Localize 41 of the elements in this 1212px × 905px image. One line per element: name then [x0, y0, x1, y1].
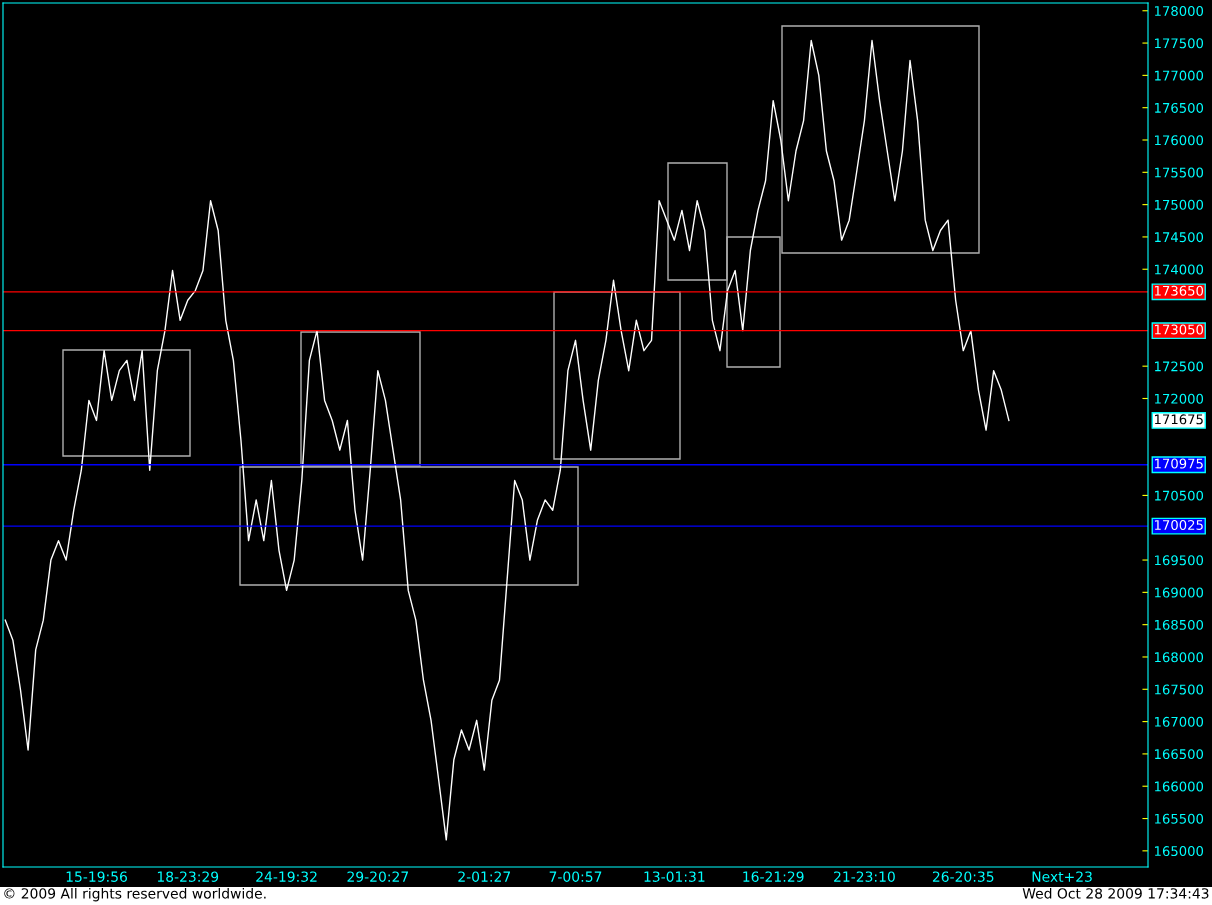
- x-tick-label: 24-19:32: [256, 871, 317, 882]
- y-tick-label: 176500: [1155, 102, 1204, 113]
- y-tick-label: 166500: [1155, 749, 1204, 760]
- y-tick-label: 174000: [1155, 264, 1204, 275]
- y-tick-label: 168500: [1155, 619, 1204, 630]
- y-tick-label: 166000: [1155, 781, 1204, 792]
- x-tick-label: 2-01:27: [458, 871, 511, 882]
- x-tick-label: 18-23:29: [157, 871, 219, 882]
- y-tick-label: 174500: [1155, 232, 1204, 243]
- x-tick-label: Next+23: [1032, 871, 1092, 882]
- y-tick-label: 172000: [1155, 393, 1204, 404]
- text: © 2009 All rights reserved worldwide.: [4, 887, 266, 902]
- x-tick-label: 7-00:57: [549, 871, 602, 882]
- ref-line-label: 170975: [1155, 458, 1203, 469]
- y-tick-label: 169500: [1155, 555, 1204, 566]
- line-series: [4, 39, 1010, 841]
- y-tick-label: 175500: [1155, 167, 1204, 178]
- x-tick-label: 13-01:31: [644, 871, 705, 882]
- y-tick-label: 165500: [1155, 813, 1204, 824]
- y-tick-label: 178000: [1155, 5, 1204, 16]
- x-tick-label: 16-21:29: [743, 871, 804, 882]
- y-tick-label: 168000: [1155, 652, 1204, 663]
- x-tick-label: 26-20:35: [932, 871, 994, 882]
- x-tick-label: 15-19:56: [66, 871, 127, 882]
- text: Wed Oct 28 2009 17:34:43: [1022, 887, 1209, 899]
- y-tick-label: 169000: [1155, 587, 1204, 598]
- y-tick-label: 167000: [1155, 716, 1204, 727]
- y-tick-label: 170500: [1155, 490, 1204, 501]
- y-tick-label: 165000: [1155, 846, 1204, 857]
- y-tick-label: 172500: [1155, 361, 1204, 372]
- y-tick-label: 176000: [1155, 135, 1204, 146]
- x-tick-label: 29-20:27: [347, 871, 408, 882]
- ref-line-label: 173050: [1155, 324, 1204, 335]
- y-tick-label: 177000: [1155, 70, 1204, 81]
- text: 171675: [1155, 414, 1203, 425]
- ref-line-label: 170025: [1155, 519, 1203, 530]
- y-tick-label: 177500: [1155, 38, 1204, 49]
- x-tick-label: 21-23:10: [834, 871, 895, 882]
- y-tick-label: 167500: [1155, 684, 1204, 695]
- y-tick-label: 175000: [1155, 199, 1204, 210]
- ref-line-label: 173650: [1155, 285, 1204, 296]
